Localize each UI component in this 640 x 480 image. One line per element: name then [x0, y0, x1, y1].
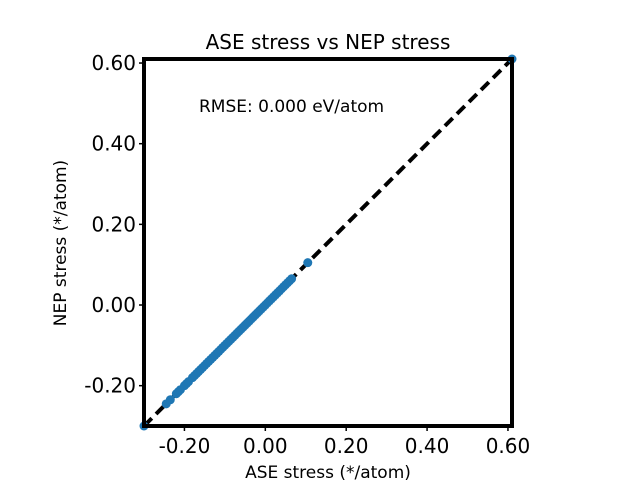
x-axis-label: ASE stress (*/atom) — [245, 463, 411, 480]
y-axis-ticks: -0.20 0.00 0.20 0.40 0.60 — [84, 51, 144, 398]
x-tick-label: 0.40 — [405, 434, 450, 458]
data-point — [303, 258, 313, 268]
x-tick-label: 0.60 — [486, 434, 531, 458]
x-axis-ticks: -0.20 0.00 0.20 0.40 0.60 — [159, 426, 531, 458]
data-points-layer — [139, 54, 517, 431]
y-tick-label: 0.40 — [91, 132, 136, 156]
y-tick-label: 0.20 — [91, 212, 136, 236]
x-tick-label: 0.00 — [243, 434, 288, 458]
data-point — [287, 274, 297, 284]
y-tick-label: 0.00 — [91, 293, 136, 317]
data-point — [165, 395, 175, 405]
y-axis-label: NEP stress (*/atom) — [51, 160, 71, 326]
plot-area — [139, 54, 517, 431]
x-tick-label: -0.20 — [159, 434, 211, 458]
chart-title: ASE stress vs NEP stress — [206, 30, 451, 54]
y-tick-label: 0.60 — [91, 51, 136, 75]
y-tick-label: -0.20 — [84, 374, 136, 398]
x-tick-label: 0.20 — [324, 434, 369, 458]
plot-frame — [142, 57, 514, 428]
rmse-annotation: RMSE: 0.000 eV/atom — [199, 97, 384, 117]
